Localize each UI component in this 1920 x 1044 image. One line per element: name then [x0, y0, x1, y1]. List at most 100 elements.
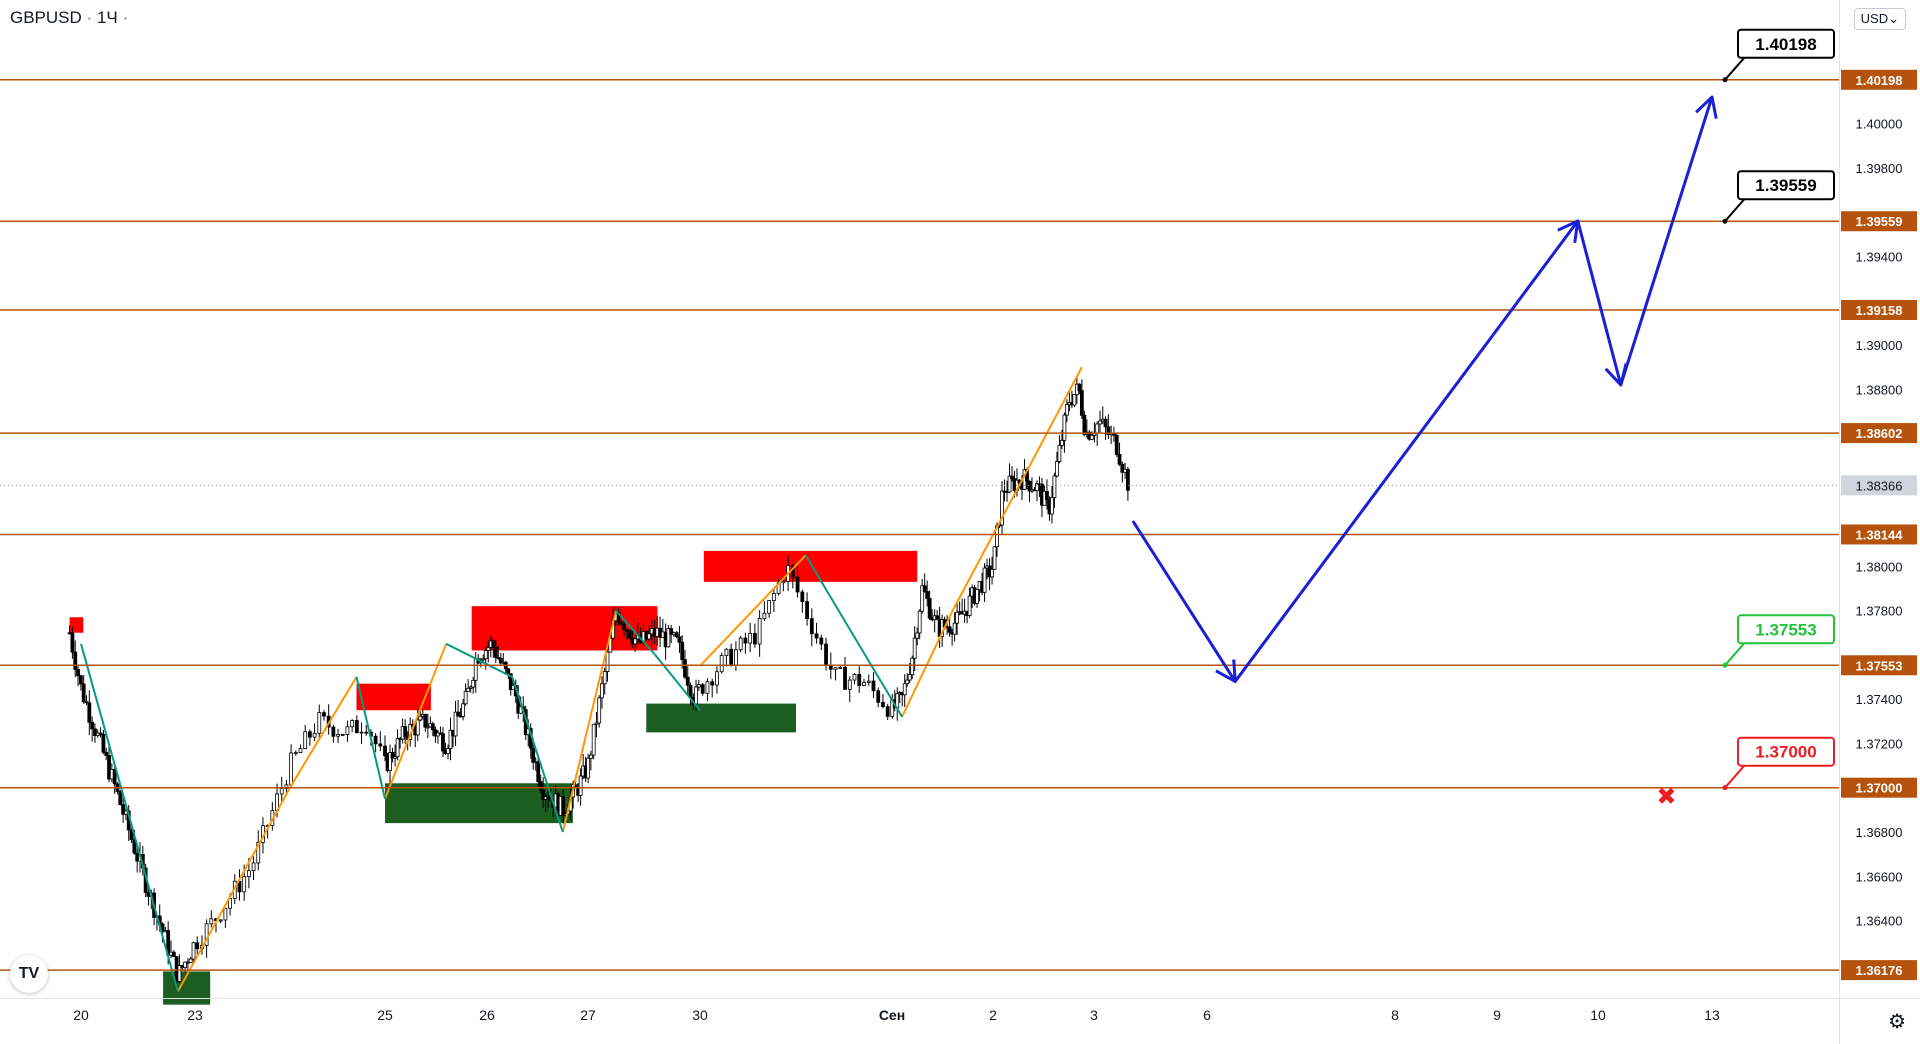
candle-body	[448, 729, 453, 750]
candle-body	[935, 615, 940, 620]
candle-body	[1079, 390, 1084, 416]
symbol-header[interactable]: GBPUSD · 1Ч ·	[10, 8, 128, 28]
up-leg	[1022, 366, 1083, 479]
candle-body	[345, 726, 350, 735]
down-leg	[355, 676, 386, 800]
candle-body	[436, 732, 440, 737]
time-tick-label: 20	[73, 1007, 89, 1023]
candles-layer	[67, 376, 1130, 989]
level-price-label: 1.37553	[1856, 658, 1903, 673]
candle-body	[666, 628, 671, 648]
candle-body	[1089, 434, 1094, 440]
candle-body	[685, 676, 690, 686]
candle-body	[223, 907, 228, 921]
candle-body	[107, 755, 111, 780]
price-tick-label: 1.36400	[1856, 914, 1903, 929]
candle-body	[1000, 490, 1004, 526]
candle-body	[418, 715, 423, 721]
candle-body	[78, 675, 83, 685]
candle-body	[546, 796, 551, 801]
candle-body	[743, 637, 748, 644]
candle-body	[87, 702, 92, 723]
candle-body	[729, 648, 734, 666]
currency-button[interactable]: USD⌄	[1853, 8, 1906, 30]
candle-body	[388, 752, 392, 772]
down-leg	[804, 554, 903, 718]
candle-body	[917, 610, 922, 634]
time-axis[interactable]: 20 23 25 26 27 30 Сен 2 3 6 8 9 10 13	[73, 1007, 1720, 1023]
candle-body	[536, 761, 541, 782]
gear-icon[interactable]: ⚙	[1888, 1011, 1906, 1033]
callout-box	[1737, 736, 1835, 767]
candle-body	[491, 640, 496, 648]
candle-body	[814, 633, 819, 639]
up-leg	[384, 643, 448, 800]
candle-body	[430, 723, 435, 731]
candle-body	[218, 919, 223, 922]
candle-body	[1098, 420, 1102, 425]
supply-zone	[703, 550, 918, 582]
candle-body	[1082, 414, 1087, 435]
candle-body	[493, 646, 498, 658]
candle-body	[340, 734, 345, 736]
forecast-segment	[1132, 520, 1237, 683]
candle-body	[866, 680, 871, 683]
supply-zone	[69, 617, 84, 633]
tradingview-logo[interactable]: TV	[10, 955, 48, 993]
zones-layer	[69, 550, 918, 1005]
time-tick-label: 9	[1493, 1007, 1501, 1023]
candle-body	[93, 728, 97, 736]
time-tick-label: Сен	[879, 1007, 905, 1023]
price-tick-label: 1.36600	[1856, 869, 1903, 884]
candle-body	[881, 701, 885, 707]
candle-body	[674, 632, 679, 638]
callout-label: 1.39559	[1755, 176, 1816, 195]
candle-body	[209, 918, 214, 925]
candle-body	[383, 745, 387, 757]
up-leg	[951, 477, 1025, 612]
candle-body	[1057, 444, 1062, 462]
candle-body	[955, 611, 960, 624]
candle-body	[425, 726, 430, 729]
candle-body	[471, 679, 476, 688]
candle-body	[183, 961, 187, 968]
callout-pointer	[1724, 55, 1747, 81]
up-leg	[177, 787, 291, 992]
candle-body	[600, 683, 604, 699]
candle-body	[284, 784, 289, 789]
interval-label: 1Ч	[96, 8, 118, 27]
candle-body	[605, 651, 610, 672]
candle-body	[852, 674, 857, 681]
candle-body	[700, 684, 705, 694]
supply-zone	[356, 683, 431, 711]
price-axis[interactable]: 1.36400 1.36600 1.36800 1.37200 1.37400 1.378…	[1856, 117, 1903, 929]
time-tick-label: 25	[377, 1007, 393, 1023]
level-price-tag	[1841, 211, 1917, 232]
candle-body	[907, 674, 912, 681]
candle-body	[90, 721, 95, 730]
candle-body	[871, 680, 876, 692]
price-tick-label: 1.39800	[1856, 161, 1903, 176]
candle-body	[453, 711, 458, 737]
candle-body	[303, 731, 308, 750]
candle-body	[588, 754, 593, 759]
level-price-tag	[1841, 524, 1917, 545]
candle-body	[70, 632, 75, 653]
candle-body	[809, 618, 814, 635]
symbol-name: GBPUSD	[10, 8, 82, 27]
candle-body	[403, 726, 408, 737]
forecast-segment	[1619, 95, 1714, 387]
candle-body	[171, 951, 176, 958]
candle-body	[602, 671, 607, 685]
candle-body	[289, 752, 294, 786]
candle-body	[1060, 439, 1064, 446]
candle-body	[952, 622, 957, 635]
candle-body	[719, 655, 724, 673]
candle-body	[101, 733, 106, 753]
candle-body	[188, 958, 193, 963]
candle-body	[195, 942, 200, 950]
candle-body	[456, 711, 460, 717]
candle-body	[1065, 404, 1069, 416]
